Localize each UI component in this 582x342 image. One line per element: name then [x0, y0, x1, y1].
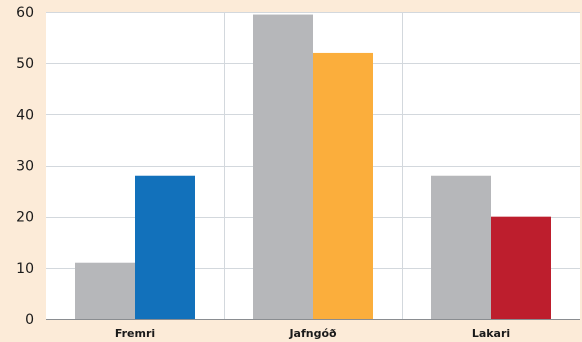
y-axis-ticks: 0 10 20 30 40 50 60 — [16, 5, 34, 328]
y-tick-label: 50 — [16, 56, 34, 72]
bar-jafngóð-1 — [253, 14, 313, 320]
x-tick-label: Fremri — [115, 327, 155, 340]
bar-lakari-2 — [491, 216, 551, 319]
bar-lakari-1 — [431, 175, 491, 319]
y-tick-label: 60 — [16, 5, 34, 21]
bars — [75, 14, 551, 320]
bar-jafngóð-2 — [313, 52, 373, 319]
y-tick-label: 20 — [16, 210, 34, 226]
y-tick-label: 0 — [25, 312, 34, 328]
bar-fremri-2 — [135, 175, 195, 319]
x-tick-label: Lakari — [472, 327, 510, 340]
y-tick-label: 10 — [16, 261, 34, 277]
y-tick-label: 40 — [16, 107, 34, 123]
bar-fremri-1 — [75, 262, 135, 319]
x-tick-label: Jafngóð — [288, 327, 337, 340]
x-axis-labels: Fremri Jafngóð Lakari — [115, 327, 510, 340]
y-tick-label: 30 — [16, 159, 34, 175]
